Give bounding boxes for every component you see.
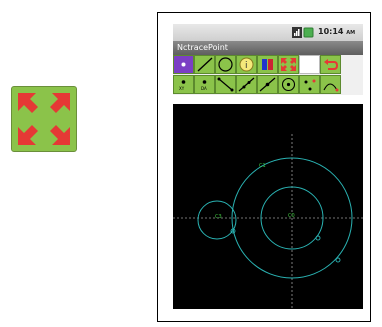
undo-tool-button[interactable] (320, 55, 341, 74)
circle-label: C3 (215, 214, 222, 220)
line-points-tool-button[interactable] (236, 75, 257, 94)
svg-text:i: i (245, 61, 248, 71)
segment-tool-button[interactable] (215, 75, 236, 94)
title-bar (173, 41, 363, 55)
center-label: C0 (288, 213, 295, 219)
app-title: NctracePoint (177, 43, 228, 52)
circle-tool-button[interactable] (215, 55, 236, 74)
point-tool-button[interactable] (173, 55, 194, 74)
point (230, 228, 236, 234)
stack-tool-button[interactable] (257, 55, 278, 74)
center-point-tool-button[interactable] (278, 75, 299, 94)
medium-circle (260, 186, 324, 250)
xy-label: XY (179, 86, 185, 91)
blank-tool-button[interactable] (299, 55, 320, 74)
fullscreen-icon (11, 86, 77, 152)
large-circle (231, 157, 353, 279)
info-tool-button[interactable]: i (236, 55, 257, 74)
drawing-canvas[interactable]: C1 C0 C3 (173, 104, 363, 309)
clock-ampm: AM (346, 30, 356, 36)
clock: 10:14 AM (318, 27, 355, 36)
signal-icon (292, 27, 314, 38)
intersect-tool-button[interactable] (299, 75, 320, 94)
clock-time: 10:14 (318, 27, 344, 36)
point (335, 257, 341, 263)
distance-label: DA (201, 86, 207, 91)
small-circle (197, 200, 237, 240)
fullscreen-tool-button[interactable] (278, 55, 299, 74)
line-tool-button[interactable] (194, 55, 215, 74)
xy-point-tool-button[interactable]: XY (173, 75, 194, 94)
status-bar (173, 24, 363, 41)
trace-tool-button[interactable] (320, 75, 341, 94)
point (315, 235, 321, 241)
distance-tool-button[interactable]: DA (194, 75, 215, 94)
midpoint-tool-button[interactable] (257, 75, 278, 94)
circle-label: C1 (259, 163, 266, 169)
